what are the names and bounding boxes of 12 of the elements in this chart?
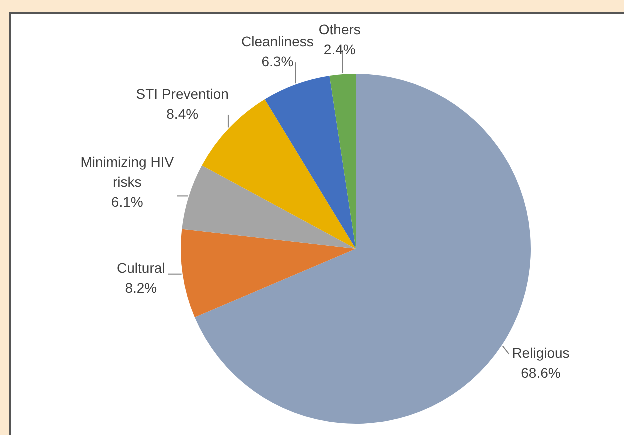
data-label: 6.1% <box>111 194 144 210</box>
data-label: 8.4% <box>166 106 199 122</box>
slice-label: Others <box>318 21 361 38</box>
slice-label: Cultural <box>117 260 166 276</box>
slice-label: Minimizing HIV risks <box>80 154 175 190</box>
data-label: 6.3% <box>262 53 294 70</box>
slice-label: Cleanliness <box>242 33 314 50</box>
data-label: 8.2% <box>125 280 158 296</box>
data-label: 68.6% <box>521 365 561 382</box>
slice-label: STI Prevention <box>136 86 229 102</box>
slice-label: Religious <box>512 345 570 362</box>
data-label: 2.4% <box>324 41 356 58</box>
